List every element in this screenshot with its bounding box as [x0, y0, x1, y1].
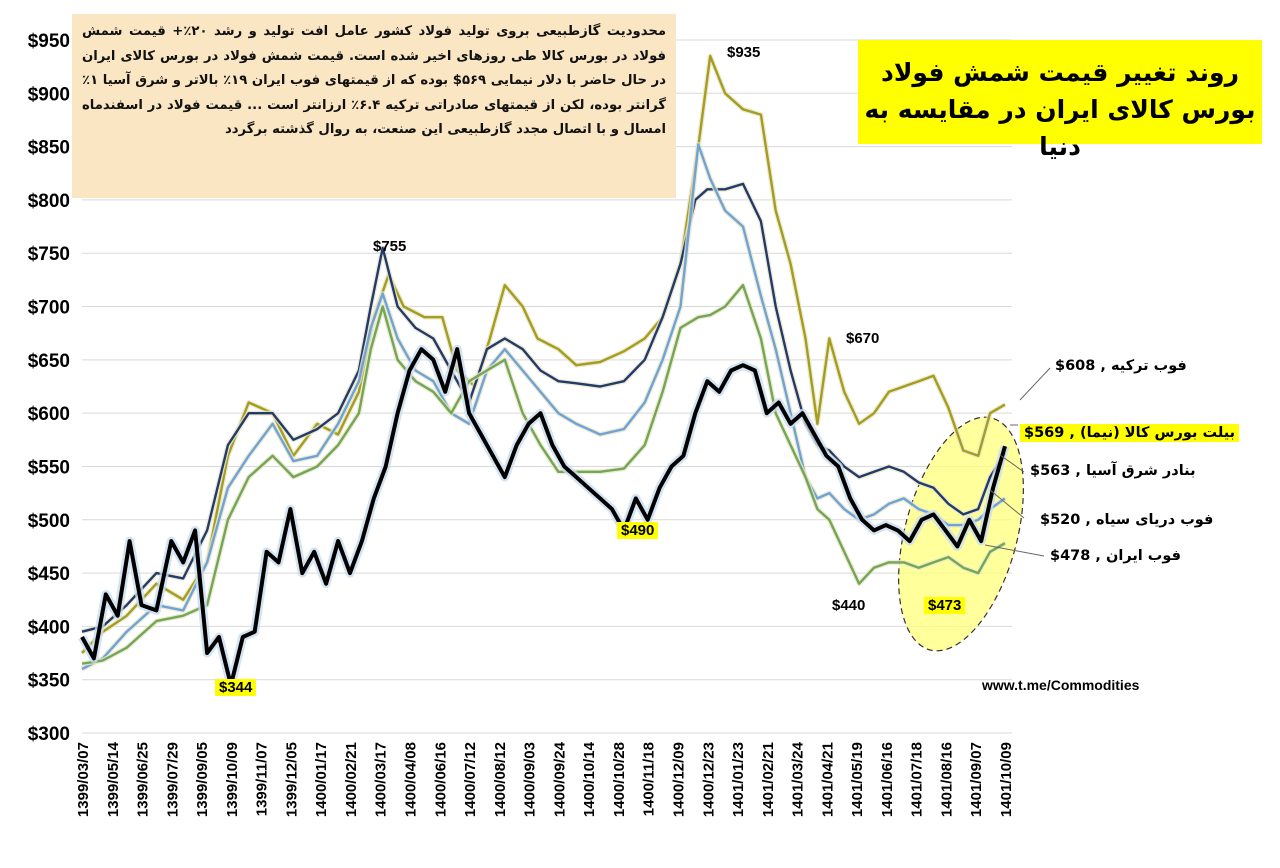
series-line [81, 284, 1006, 665]
x-tick-label: 1401/05/19 [849, 742, 866, 817]
legend-ime: بیلت بورس کالا (نیما) , 569$ [1020, 424, 1240, 442]
y-axis-tick-labels: $300 $350 $400 $450 $500 $550 $600 $650 $700 $750… [28, 31, 70, 745]
x-tick-label: 1401/06/16 [879, 742, 896, 817]
x-tick-label: 1401/08/16 [938, 742, 955, 817]
series-lines [78, 53, 1010, 690]
annotation-440: $440 [832, 597, 866, 614]
x-tick-label: 1401/07/18 [909, 742, 926, 817]
commentary-box: محدودیت گازطبیعی بروی تولید فولاد کشور ع… [72, 14, 676, 198]
y-tick-label: $350 [28, 671, 70, 692]
x-tick-label: 1400/09/24 [551, 741, 568, 817]
legend-turkey: فوب ترکیه , 608$ [1055, 358, 1187, 374]
x-tick-label: 1399/05/14 [105, 741, 122, 817]
x-tick-label: 1400/11/18 [641, 742, 658, 816]
y-tick-label: $600 [28, 404, 70, 425]
series-line [80, 347, 1007, 687]
y-tick-label: $750 [28, 244, 70, 265]
leader-lines [984, 367, 1051, 557]
watermark-link: www.t.me/Commodities [982, 677, 1140, 693]
x-tick-label: 1399/06/25 [135, 742, 152, 817]
y-tick-label: $650 [28, 351, 70, 372]
x-tick-label: 1400/03/17 [373, 742, 390, 817]
annotation-755: $755 [373, 238, 407, 255]
y-tick-label: $850 [28, 138, 70, 159]
x-tick-label: 1400/06/16 [432, 742, 449, 817]
y-tick-label: $700 [28, 298, 70, 319]
x-tick-label: 1399/11/07 [254, 742, 271, 816]
y-tick-label: $550 [28, 457, 70, 478]
x-tick-label: 1401/03/24 [790, 741, 807, 817]
x-axis-tick-labels: 1399/03/07 1399/05/14 1399/06/25 1399/07/29… [75, 741, 1015, 817]
x-tick-label: 1401/02/21 [760, 742, 777, 817]
x-tick-label: 1400/10/28 [611, 742, 628, 817]
series-halo [80, 142, 1007, 672]
y-tick-label: $950 [28, 31, 70, 52]
x-tick-label: 1399/09/05 [194, 742, 211, 817]
annotation-935: $935 [727, 44, 761, 61]
x-tick-label: 1400/09/03 [522, 742, 539, 817]
x-tick-label: 1400/12/09 [670, 742, 687, 817]
x-tick-label: 1399/07/29 [164, 742, 181, 817]
x-tick-label: 1400/12/23 [700, 742, 717, 817]
y-tick-label: $400 [28, 617, 70, 638]
x-tick-label: 1400/04/08 [403, 742, 420, 817]
series-halo [81, 181, 1008, 635]
annotation-473: $473 [924, 597, 966, 614]
y-tick-label: $300 [28, 724, 70, 745]
x-tick-label: 1401/10/09 [998, 742, 1015, 817]
annotation-490: $490 [617, 522, 659, 539]
chart-title: روند تغییر قیمت شمش فولاد بورس کالای ایر… [858, 40, 1262, 161]
series-line [81, 143, 1006, 671]
x-tick-label: 1399/12/05 [283, 742, 300, 817]
legend-iran: فوب ایران , 478$ [1050, 548, 1181, 564]
y-tick-label: $900 [28, 84, 70, 105]
x-tick-label: 1400/08/12 [492, 742, 509, 817]
series-line [81, 54, 1006, 654]
legend-black-sea: فوب دریای سیاه , 520$ [1040, 512, 1214, 528]
x-tick-label: 1399/10/09 [224, 742, 241, 817]
y-tick-label: $500 [28, 511, 70, 532]
y-tick-label: $450 [28, 564, 70, 585]
series-line [81, 182, 1007, 633]
annotation-670: $670 [846, 330, 880, 347]
x-tick-label: 1401/09/07 [968, 742, 985, 817]
x-tick-label: 1401/04/21 [819, 742, 836, 817]
x-tick-label: 1399/03/07 [75, 742, 92, 817]
legend-east-asia: بنادر شرق آسیا , 563$ [1030, 463, 1196, 479]
x-tick-label: 1400/10/14 [581, 741, 598, 817]
y-tick-label: $800 [28, 191, 70, 212]
x-tick-label: 1401/01/23 [730, 742, 747, 817]
annotation-344: $344 [215, 679, 257, 696]
x-tick-label: 1400/07/12 [462, 742, 479, 817]
x-tick-label: 1400/02/21 [343, 742, 360, 817]
x-tick-label: 1400/01/17 [313, 742, 330, 817]
